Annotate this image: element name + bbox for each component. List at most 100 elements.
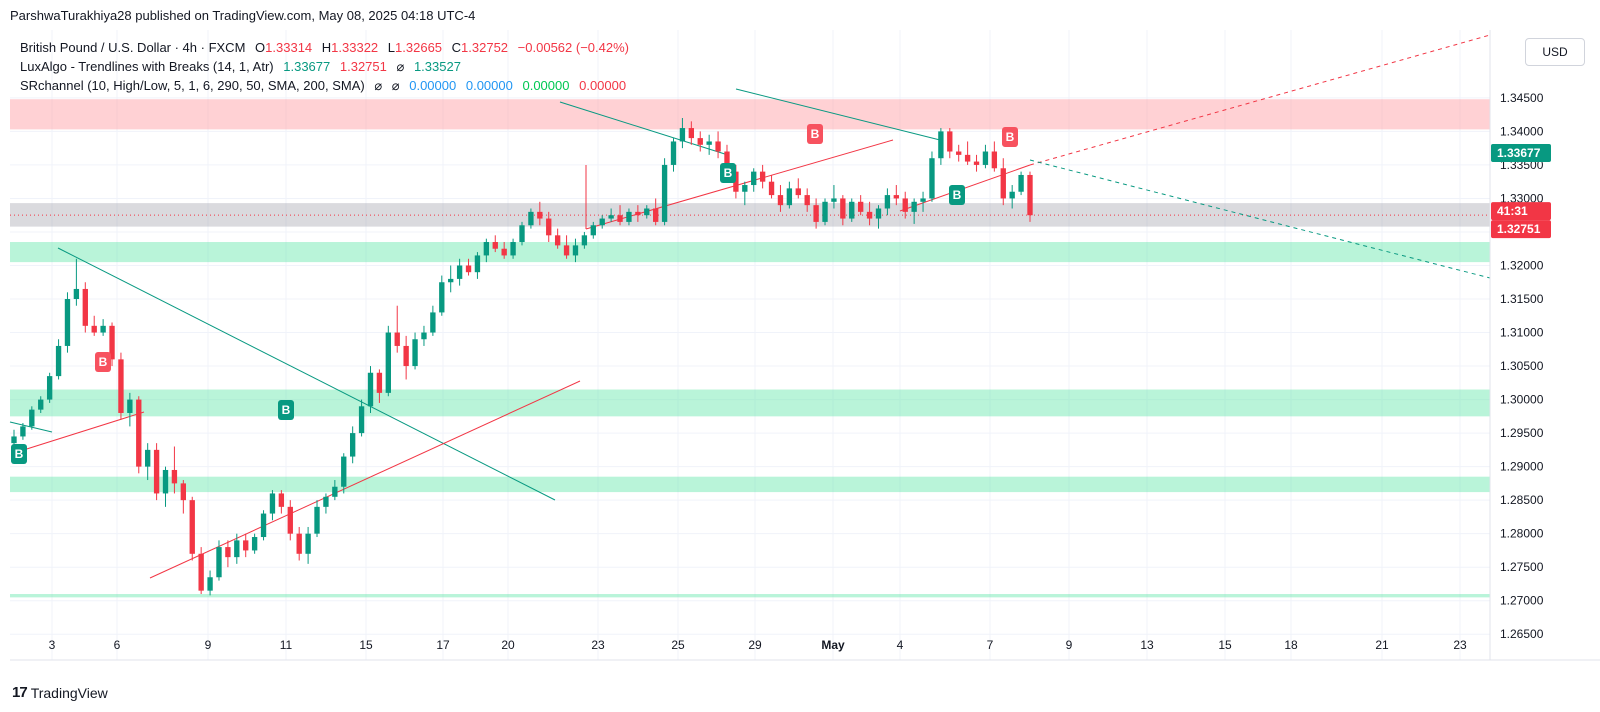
candle-body (644, 208, 650, 216)
y-tick-label: 1.28000 (1500, 527, 1544, 541)
tradingview-logo[interactable]: 17 TradingView (12, 684, 108, 701)
candle-body (795, 188, 801, 196)
y-tick-label: 1.31500 (1500, 292, 1544, 306)
y-tick-label: 1.30500 (1500, 359, 1544, 373)
candle-body (857, 201, 864, 212)
candle-body (91, 325, 97, 333)
luxalgo-value-3: 1.33527 (413, 59, 461, 74)
candle-body (1000, 168, 1006, 199)
signal-badge-buy (11, 444, 27, 464)
candle-body (884, 195, 891, 209)
change-value: −0.00562 (−0.42%) (517, 40, 629, 55)
high-label: H (321, 40, 332, 55)
x-tick-label: 23 (591, 638, 605, 652)
candle-body (439, 282, 445, 313)
candle-body (920, 198, 926, 202)
candle-body (323, 496, 329, 507)
srchannel-value-2: 0.00000 (465, 78, 513, 93)
y-tick-label: 1.34000 (1500, 124, 1544, 138)
close-label: C (451, 40, 462, 55)
symbol-label: British Pound / U.S. Dollar · 4h · FXCM (20, 40, 246, 55)
y-tick-label: 1.29500 (1500, 426, 1544, 440)
candle-body (1027, 174, 1033, 216)
candle-body (840, 198, 846, 219)
currency-button[interactable]: USD (1525, 38, 1585, 66)
candle-body (1009, 191, 1015, 199)
open-label: O (255, 40, 266, 55)
candle-body (341, 456, 347, 487)
signal-badge-label: B (724, 166, 733, 180)
candle-body (947, 131, 953, 152)
signal-badge-label: B (99, 355, 108, 369)
candle-body (421, 332, 427, 340)
candle-body (198, 553, 204, 591)
candle-body (822, 201, 828, 222)
candle-body (956, 151, 962, 155)
candle-body (448, 278, 454, 283)
candle-body (394, 332, 400, 346)
candle-body (964, 154, 971, 162)
countdown-tag-label: 41:31 (1497, 204, 1528, 218)
candle-body (332, 486, 338, 497)
candle-body (733, 171, 739, 192)
candle-body (929, 158, 935, 199)
candle-body (483, 242, 490, 256)
candle-body (724, 151, 730, 172)
candle-body (153, 449, 160, 494)
indicator-price-tag-label: 1.33677 (1497, 146, 1541, 160)
candle-body (519, 225, 525, 243)
x-tick-label: 25 (671, 638, 685, 652)
candle-body (55, 345, 62, 377)
candle-body (804, 195, 810, 206)
srchannel-value-3: 0.00000 (522, 78, 570, 93)
signal-badge-label: B (1006, 130, 1015, 144)
indicator-price-tag (1491, 144, 1551, 163)
candle-body (581, 235, 588, 246)
published-header: ParshwaTurakhiya28 published on TradingV… (10, 8, 475, 23)
x-tick-label: 17 (436, 638, 450, 652)
candle-body (403, 345, 409, 367)
candle-body (251, 537, 258, 551)
candle-body (554, 235, 561, 246)
countdown-tag (1491, 202, 1551, 221)
signal-badge-buy (949, 185, 965, 205)
legend-luxalgo-row[interactable]: LuxAlgo - Trendlines with Breaks (14, 1,… (20, 57, 635, 76)
candle-body (29, 409, 35, 427)
sr-zone-red (10, 99, 1490, 130)
trendline (149, 380, 581, 579)
candle-body (376, 372, 383, 393)
candle-body (697, 138, 703, 145)
y-tick-label: 1.34500 (1500, 91, 1544, 105)
candle-body (100, 325, 106, 333)
candle-body (296, 533, 302, 554)
candle-body (991, 151, 998, 169)
candle-body (260, 513, 267, 538)
legend-main-row[interactable]: British Pound / U.S. Dollar · 4h · FXCM … (20, 38, 635, 57)
srchannel-empty-symbol-1: ⌀ (374, 78, 383, 93)
luxalgo-value-2: 1.32751 (339, 59, 387, 74)
candle-body (661, 164, 668, 222)
candle-body (287, 506, 293, 534)
legend-srchannel-row[interactable]: SRchannel (10, High/Low, 5, 1, 6, 290, 5… (20, 76, 635, 95)
candle-body (670, 141, 677, 165)
candle-body (635, 211, 641, 216)
candle-body (349, 433, 356, 457)
candle-body (118, 359, 124, 413)
candle-body (982, 151, 989, 165)
published-line: ParshwaTurakhiya28 published on TradingV… (10, 8, 476, 23)
candle-body (902, 198, 908, 212)
candle-body (706, 141, 712, 145)
candle-body (189, 500, 195, 554)
sr-zones (10, 99, 1490, 598)
candle-body (759, 171, 766, 182)
trendline (735, 88, 941, 141)
signal-badge-sell (807, 124, 823, 144)
candle-body (572, 245, 579, 256)
srchannel-name: SRchannel (10, High/Low, 5, 1, 6, 290, 5… (20, 78, 365, 93)
y-tick-label: 1.29000 (1500, 460, 1544, 474)
x-tick-label: 9 (1066, 638, 1073, 652)
candle-body (367, 372, 374, 407)
candle-body (20, 426, 26, 437)
candle-body (64, 299, 71, 346)
